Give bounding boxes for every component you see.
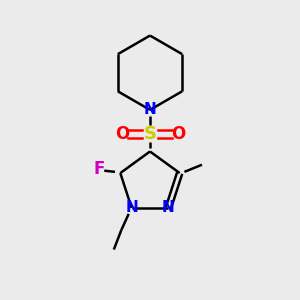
Text: O: O (171, 125, 185, 143)
Text: N: N (125, 200, 138, 215)
Text: F: F (93, 160, 105, 178)
Text: S: S (143, 125, 157, 143)
Text: O: O (115, 125, 129, 143)
Text: N: N (144, 102, 156, 117)
Text: N: N (162, 200, 175, 215)
